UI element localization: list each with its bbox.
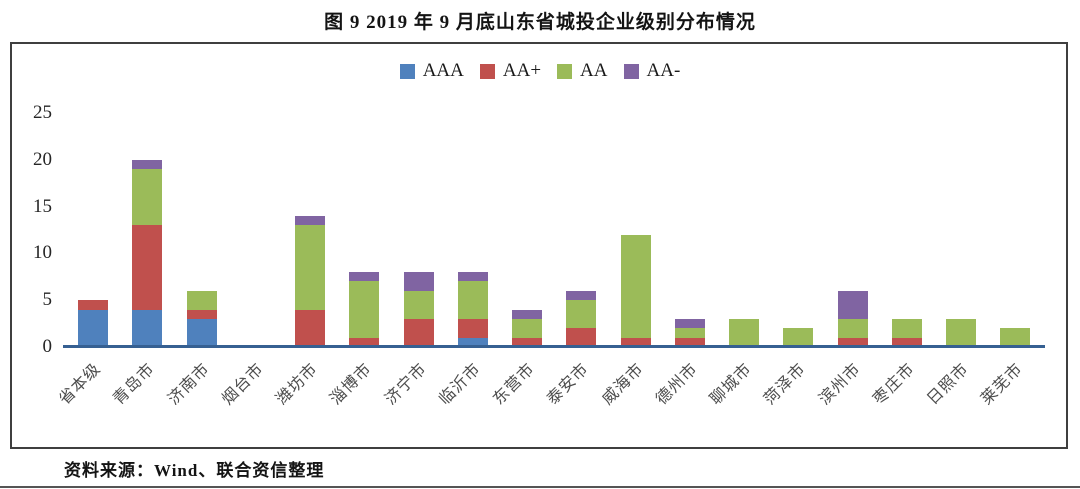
bar-segment-aaplus [295,309,325,347]
bar-segment-aaminus [457,272,488,282]
bar-segment-aaminus [295,215,325,226]
chart-legend: AAA AA+ AA AA- [0,60,1080,82]
bar-segment-aa [186,290,217,310]
y-tick-label: 10 [33,242,52,264]
bar-segment-aaminus [512,309,542,319]
bar-segment-aaminus [674,318,705,329]
bar-segment-aaplus [132,225,163,310]
bar-segment-aaplus [403,318,434,347]
bar-segment-aaplus [566,328,597,347]
bar-segment-aa [783,328,814,347]
y-tick-label: 15 [33,195,52,217]
bar-segment-aaplus [186,309,217,319]
bar-segment-aaplus [349,337,380,347]
chart-title: 图 9 2019 年 9 月底山东省城投企业级别分布情况 [324,12,756,33]
bar-segment-aa [566,300,597,329]
bar-segment-aa [729,318,759,347]
y-tick-label: 0 [42,336,53,357]
legend-item-aa: AA [557,60,608,82]
bar-segment-aaplus [891,337,922,347]
legend-swatch-icon [623,63,639,79]
bar-segment-aa [620,234,651,338]
bar-segment-aa [403,290,434,319]
bar-segment-aaa [457,337,488,347]
y-tick-label: 25 [33,102,52,123]
bottom-rule [0,486,1080,488]
legend-item-aaplus: AA+ [479,60,542,82]
legend-swatch-icon [399,63,415,79]
y-tick-label: 5 [42,289,53,311]
bar-segment-aaminus [403,272,434,291]
bar-segment-aa [295,225,325,310]
source-note: 资料来源：Wind、联合资信整理 [64,461,325,480]
bar-segment-aa [349,281,380,338]
legend-label: AA [580,60,608,81]
bar-segment-aaplus [837,337,868,347]
legend-item-aaa: AAA [399,60,464,82]
x-axis-line [63,345,1045,348]
bar-segment-aa [132,169,163,226]
bar-segment-aaa [132,309,163,347]
bar-segment-aa [946,318,976,347]
bar-segment-aaplus [674,337,705,347]
bar-segment-aa [512,318,542,338]
bar-segment-aaminus [566,290,597,301]
bar-segment-aaplus [78,300,108,310]
legend-item-aaminus: AA- [623,60,681,82]
legend-label: AA+ [502,60,542,81]
bar-segment-aa [674,328,705,338]
chart-frame [10,42,1068,449]
bar-segment-aaa [78,309,108,347]
bar-segment-aaminus [837,290,868,319]
bar-segment-aaplus [512,337,542,347]
legend-label: AAA [422,60,464,81]
legend-swatch-icon [479,63,495,79]
bar-segment-aaa [186,318,217,347]
bar-segment-aa [457,281,488,319]
bar-segment-aa [837,318,868,338]
bar-segment-aaplus [457,318,488,338]
legend-swatch-icon [557,63,573,79]
y-tick-label: 20 [33,148,52,170]
bar-segment-aaminus [132,159,163,170]
bar-segment-aaplus [620,337,651,347]
bar-segment-aa [891,318,922,338]
bar-segment-aa [1000,328,1031,347]
bar-segment-aaminus [349,272,380,282]
legend-label: AA- [646,60,681,81]
